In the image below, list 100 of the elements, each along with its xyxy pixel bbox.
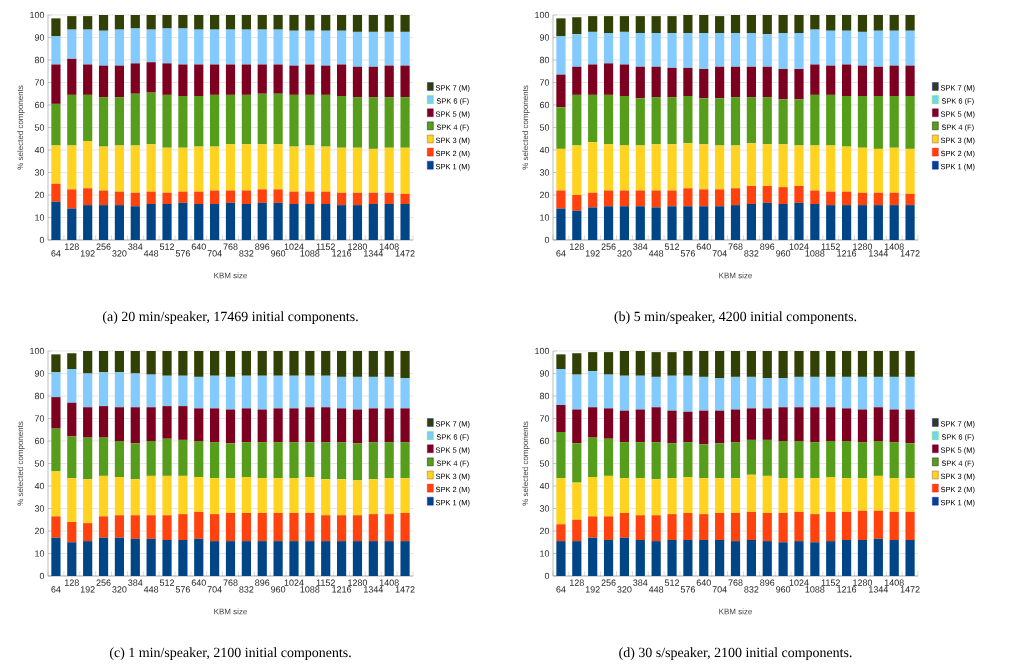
bar <box>841 408 852 441</box>
bar <box>810 542 820 576</box>
bar <box>178 191 188 203</box>
bar <box>556 524 566 542</box>
bar <box>651 352 661 377</box>
bar <box>699 540 709 576</box>
bar <box>889 511 899 540</box>
bar <box>905 65 915 96</box>
y-tick-label: 80 <box>34 56 45 64</box>
x-tick-label: 1472 <box>900 586 920 593</box>
bar <box>368 514 378 542</box>
bar <box>826 14 836 31</box>
bar <box>257 513 267 542</box>
bar <box>98 537 109 576</box>
bar <box>572 17 582 35</box>
bar <box>146 475 156 516</box>
bar <box>762 475 772 513</box>
bar <box>400 378 410 409</box>
bar <box>225 541 236 576</box>
bar <box>368 204 378 240</box>
bar <box>146 144 156 192</box>
bar <box>178 28 188 65</box>
bar <box>794 376 804 408</box>
x-tick-label: 960 <box>776 586 791 593</box>
bar <box>241 442 251 477</box>
bar <box>699 376 709 411</box>
bar <box>83 351 93 374</box>
x-tick-label: 512 <box>664 243 680 250</box>
bar <box>384 408 394 443</box>
bar <box>857 409 868 443</box>
x-tick-label: 832 <box>239 586 254 593</box>
x-tick-label: 1024 <box>284 243 304 250</box>
bar <box>336 351 347 377</box>
bar <box>257 64 267 94</box>
bar <box>368 192 378 204</box>
bar <box>289 513 299 542</box>
bar <box>778 542 788 576</box>
bar <box>162 375 172 407</box>
bar <box>257 351 267 376</box>
bar <box>746 351 756 377</box>
bar <box>603 475 614 517</box>
bar <box>257 442 267 479</box>
bar <box>241 375 251 409</box>
bar <box>83 437 93 480</box>
bar <box>210 442 220 479</box>
bar <box>715 378 725 411</box>
bar <box>321 541 331 576</box>
bar <box>588 407 598 438</box>
bar <box>572 443 582 483</box>
bar <box>146 92 156 145</box>
bar <box>178 202 188 240</box>
bar <box>352 515 363 542</box>
bar <box>730 14 741 33</box>
bar <box>321 442 331 480</box>
bar <box>305 477 315 513</box>
bar <box>889 65 899 96</box>
bar <box>762 351 772 378</box>
bar <box>98 406 109 438</box>
bar <box>98 97 109 147</box>
x-tick-label: 1344 <box>364 586 384 593</box>
x-tick-label: 640 <box>191 579 206 586</box>
bar <box>194 441 204 477</box>
x-tick-label: 768 <box>223 243 238 250</box>
bar <box>810 376 820 408</box>
bar <box>178 406 188 440</box>
bar <box>51 397 61 429</box>
bar <box>83 29 93 65</box>
bar <box>321 191 331 204</box>
x-tick-label: 384 <box>128 243 143 250</box>
x-tick-label: 1472 <box>900 250 920 257</box>
bar <box>635 32 645 67</box>
bar <box>651 442 661 480</box>
bar <box>336 147 347 193</box>
bar <box>146 14 156 30</box>
bar <box>651 190 661 208</box>
bar <box>746 186 756 204</box>
y-tick-label: 90 <box>539 370 550 377</box>
y-tick-label: 0 <box>544 572 550 580</box>
bar <box>730 409 741 443</box>
text: (c) 1 min/speaker, 2100 initial components. <box>109 647 351 660</box>
bar <box>683 351 693 376</box>
bar <box>210 351 220 376</box>
bar <box>305 407 315 443</box>
bar <box>635 540 645 576</box>
bar <box>826 94 836 146</box>
bar <box>730 145 741 189</box>
x-tick-label: 1152 <box>821 243 840 250</box>
bar <box>667 16 677 33</box>
bar <box>384 376 394 409</box>
bar <box>210 408 220 443</box>
y-tick-label: 0 <box>39 236 45 244</box>
x-tick-label: 1152 <box>821 579 840 586</box>
bar <box>572 374 582 410</box>
bar <box>273 478 283 513</box>
bar <box>98 475 109 517</box>
bar <box>667 478 677 515</box>
bar <box>715 478 725 513</box>
bar <box>384 541 394 576</box>
bar <box>114 65 125 98</box>
bar <box>588 516 598 538</box>
